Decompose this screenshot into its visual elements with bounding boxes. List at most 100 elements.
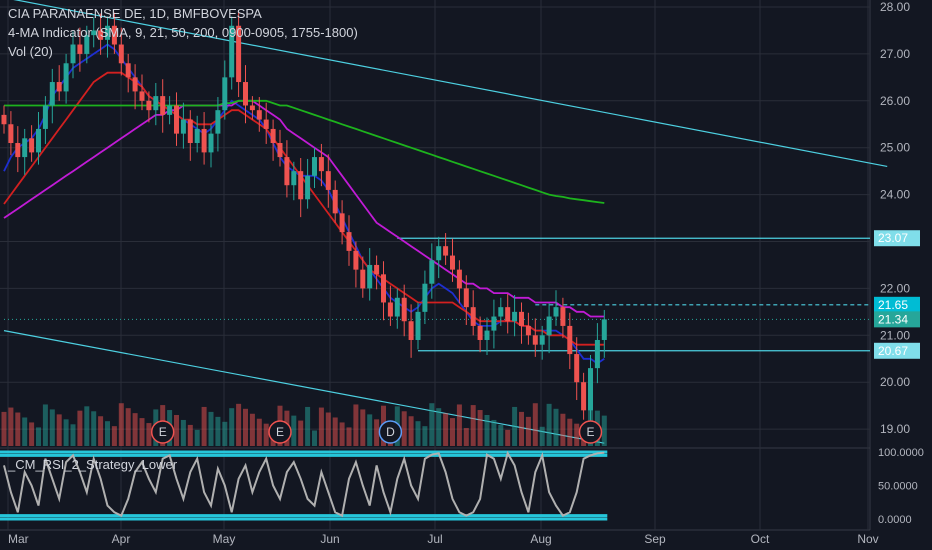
sma-line	[4, 99, 605, 204]
x-tick-label: Aug	[530, 532, 551, 546]
candle-body	[553, 307, 559, 317]
volume-bar	[318, 407, 324, 446]
volume-bar	[456, 404, 462, 446]
volume-bar	[187, 424, 193, 446]
volume-bar	[512, 406, 518, 446]
volume-bar	[408, 416, 414, 446]
x-tick-label: Apr	[112, 532, 131, 546]
candle-body	[512, 311, 518, 322]
candle-body	[525, 325, 531, 336]
candle-body	[284, 157, 290, 186]
volume-bar	[325, 412, 331, 446]
volume-bar	[429, 403, 435, 446]
volume-bar	[553, 408, 559, 446]
event-marker-label: E	[159, 425, 167, 439]
candles	[1, 12, 607, 423]
candle-body	[42, 105, 48, 129]
y-tick-label: 19.00	[880, 422, 910, 436]
sma-line	[3, 99, 605, 318]
price-label-bg	[874, 342, 920, 359]
candle-body	[484, 330, 490, 340]
volume-bar	[422, 426, 428, 446]
candle-body	[111, 25, 117, 45]
candle-body	[263, 119, 269, 129]
candle-body	[298, 171, 304, 200]
volume-bar	[367, 414, 373, 446]
x-tick-label: Jun	[320, 532, 339, 546]
candle-body	[456, 269, 462, 289]
trendline	[13, 0, 888, 168]
candle-body	[450, 255, 455, 270]
volume-bar	[63, 419, 69, 446]
volume-bar	[539, 426, 545, 446]
volume-bar	[484, 415, 490, 446]
volume-bar	[77, 410, 83, 446]
candle-body	[36, 128, 41, 153]
x-tick-label: Oct	[751, 532, 770, 546]
volume-bar	[263, 423, 269, 446]
event-marker-circle	[378, 420, 403, 444]
candle-body	[429, 260, 435, 284]
volume-bar	[56, 414, 62, 446]
candle-body	[125, 63, 131, 78]
indicator-label: 4-MA Indicator (SMA, 9, 21, 50, 200, 090…	[8, 25, 358, 40]
candle-body	[49, 82, 55, 106]
candle-body	[222, 77, 228, 111]
rsi-line	[3, 450, 605, 518]
candle-body	[519, 311, 524, 326]
volume-bar	[401, 411, 407, 446]
candle-body	[208, 133, 214, 153]
volume-bar	[174, 415, 179, 446]
candle-body	[532, 335, 538, 345]
volume-bar	[298, 420, 304, 446]
volume-bar	[111, 426, 117, 446]
volume-bar	[249, 413, 255, 446]
volume-bar	[215, 416, 221, 446]
volume-bar	[98, 416, 104, 446]
volume-bar	[567, 418, 573, 446]
volume-bar	[353, 404, 359, 446]
candle-body	[187, 119, 193, 144]
x-tick-label: Nov	[857, 532, 878, 546]
price-label: 21.34	[878, 312, 908, 326]
volume-bar	[36, 427, 41, 446]
volume-bar	[8, 407, 14, 446]
candle-body	[332, 189, 338, 214]
volume-bar	[29, 422, 35, 446]
event-marker-circle	[268, 420, 292, 444]
candle-body	[256, 110, 262, 120]
volume-bar	[208, 411, 214, 446]
candle-body	[8, 124, 14, 144]
candle-body	[63, 63, 69, 92]
candle-body	[574, 354, 580, 383]
y-tick-label: 25.00	[880, 141, 910, 155]
volume-bar	[146, 423, 152, 446]
volume-bar	[125, 408, 131, 446]
candle-body	[339, 213, 345, 233]
candle-body	[353, 250, 359, 270]
volume-bar	[470, 405, 476, 446]
volume-bar	[374, 419, 380, 446]
candle-body	[546, 316, 552, 336]
trendline	[3, 330, 605, 444]
candle-body	[277, 143, 283, 158]
price-label: 23.07	[878, 231, 908, 245]
candle-body	[243, 82, 248, 106]
volume-label: Vol (20)	[8, 44, 53, 59]
volume-bar	[305, 406, 311, 446]
candle-body	[505, 307, 511, 322]
candle-body	[56, 82, 62, 92]
volume-bar	[180, 419, 186, 446]
candle-body	[401, 297, 407, 322]
volume-bar	[236, 403, 242, 446]
candle-body	[105, 25, 110, 40]
volume-bar	[346, 427, 352, 446]
candle-body	[588, 368, 593, 411]
volume-bar	[229, 408, 235, 446]
candle-body	[415, 311, 421, 340]
horizontal-levels	[4, 237, 870, 352]
candle-body	[146, 100, 152, 111]
y-tick-label: 27.00	[880, 47, 910, 61]
volume-bar	[339, 422, 345, 446]
